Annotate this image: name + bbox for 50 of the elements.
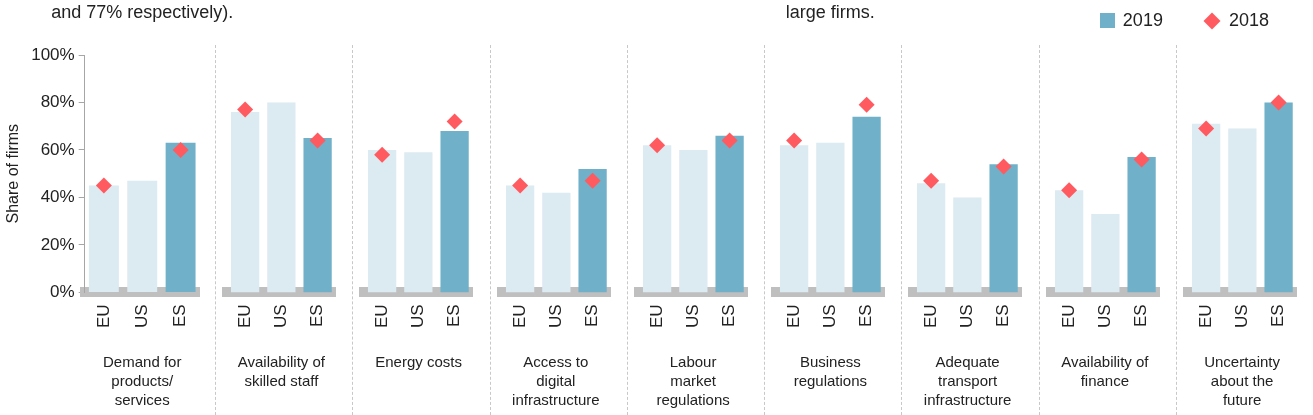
x-tick-label: EU bbox=[646, 304, 666, 329]
x-tick-label: ES bbox=[1268, 304, 1288, 328]
x-tick-label: US bbox=[408, 304, 428, 329]
x-tick-label: EU bbox=[234, 304, 254, 329]
x-axis-title: Labour market regulations bbox=[655, 352, 731, 409]
text: large firms. bbox=[785, 2, 875, 23]
x-tick-label: US bbox=[131, 304, 151, 329]
x-axis-title: Availability of skilled staff bbox=[236, 352, 326, 390]
x-axis-title: Business regulations bbox=[792, 352, 869, 390]
y-tick-label: 80% bbox=[40, 92, 75, 112]
x-tick-label: ES bbox=[993, 304, 1013, 328]
y-tick-label: 0% bbox=[50, 282, 75, 302]
x-tick-label: EU bbox=[1058, 304, 1078, 329]
x-axis-title: Uncertainty about the future bbox=[1203, 352, 1282, 409]
legend-label: 2018 bbox=[1228, 10, 1269, 31]
x-axis-title: Energy costs bbox=[374, 352, 463, 371]
x-tick-label: US bbox=[1094, 304, 1114, 329]
x-tick-label: EU bbox=[921, 304, 941, 329]
x-axis-title: Demand for products/ services bbox=[102, 352, 183, 409]
x-tick-label: EU bbox=[509, 304, 529, 329]
x-tick-label: ES bbox=[170, 304, 190, 328]
x-axis-title: Availability of finance bbox=[1060, 352, 1150, 390]
x-tick-label: EU bbox=[93, 304, 113, 329]
x-tick-label: ES bbox=[307, 304, 327, 328]
bar bbox=[165, 142, 196, 292]
x-axis-title: Access to digital infrastructure bbox=[511, 352, 601, 409]
y-axis-title: Share of firms bbox=[4, 123, 22, 224]
x-axis-title: Adequate transport infrastructure bbox=[922, 352, 1013, 409]
x-tick-label: EU bbox=[372, 304, 392, 329]
x-tick-label: ES bbox=[1130, 304, 1150, 328]
x-tick-label: ES bbox=[581, 304, 601, 328]
x-tick-label: ES bbox=[856, 304, 876, 328]
x-tick-label: ES bbox=[719, 304, 739, 328]
y-tick-label: 60% bbox=[40, 139, 75, 159]
text: and 77% respectively). bbox=[51, 2, 234, 23]
x-tick-label: US bbox=[1231, 304, 1251, 329]
x-tick-label: US bbox=[957, 304, 977, 329]
bar bbox=[88, 185, 119, 292]
x-tick-label: EU bbox=[783, 304, 803, 329]
x-tick-label: US bbox=[820, 304, 840, 329]
y-tick-label: 20% bbox=[40, 234, 75, 254]
y-tick-label: 100% bbox=[31, 44, 75, 64]
x-tick-label: ES bbox=[444, 304, 464, 328]
x-tick-label: US bbox=[271, 304, 291, 329]
x-tick-label: EU bbox=[1195, 304, 1215, 329]
x-tick-label: US bbox=[682, 304, 702, 329]
x-tick-label: US bbox=[545, 304, 565, 329]
y-tick-label: 40% bbox=[40, 187, 75, 207]
legend-label: 2019 bbox=[1122, 10, 1163, 31]
bar bbox=[127, 180, 158, 292]
